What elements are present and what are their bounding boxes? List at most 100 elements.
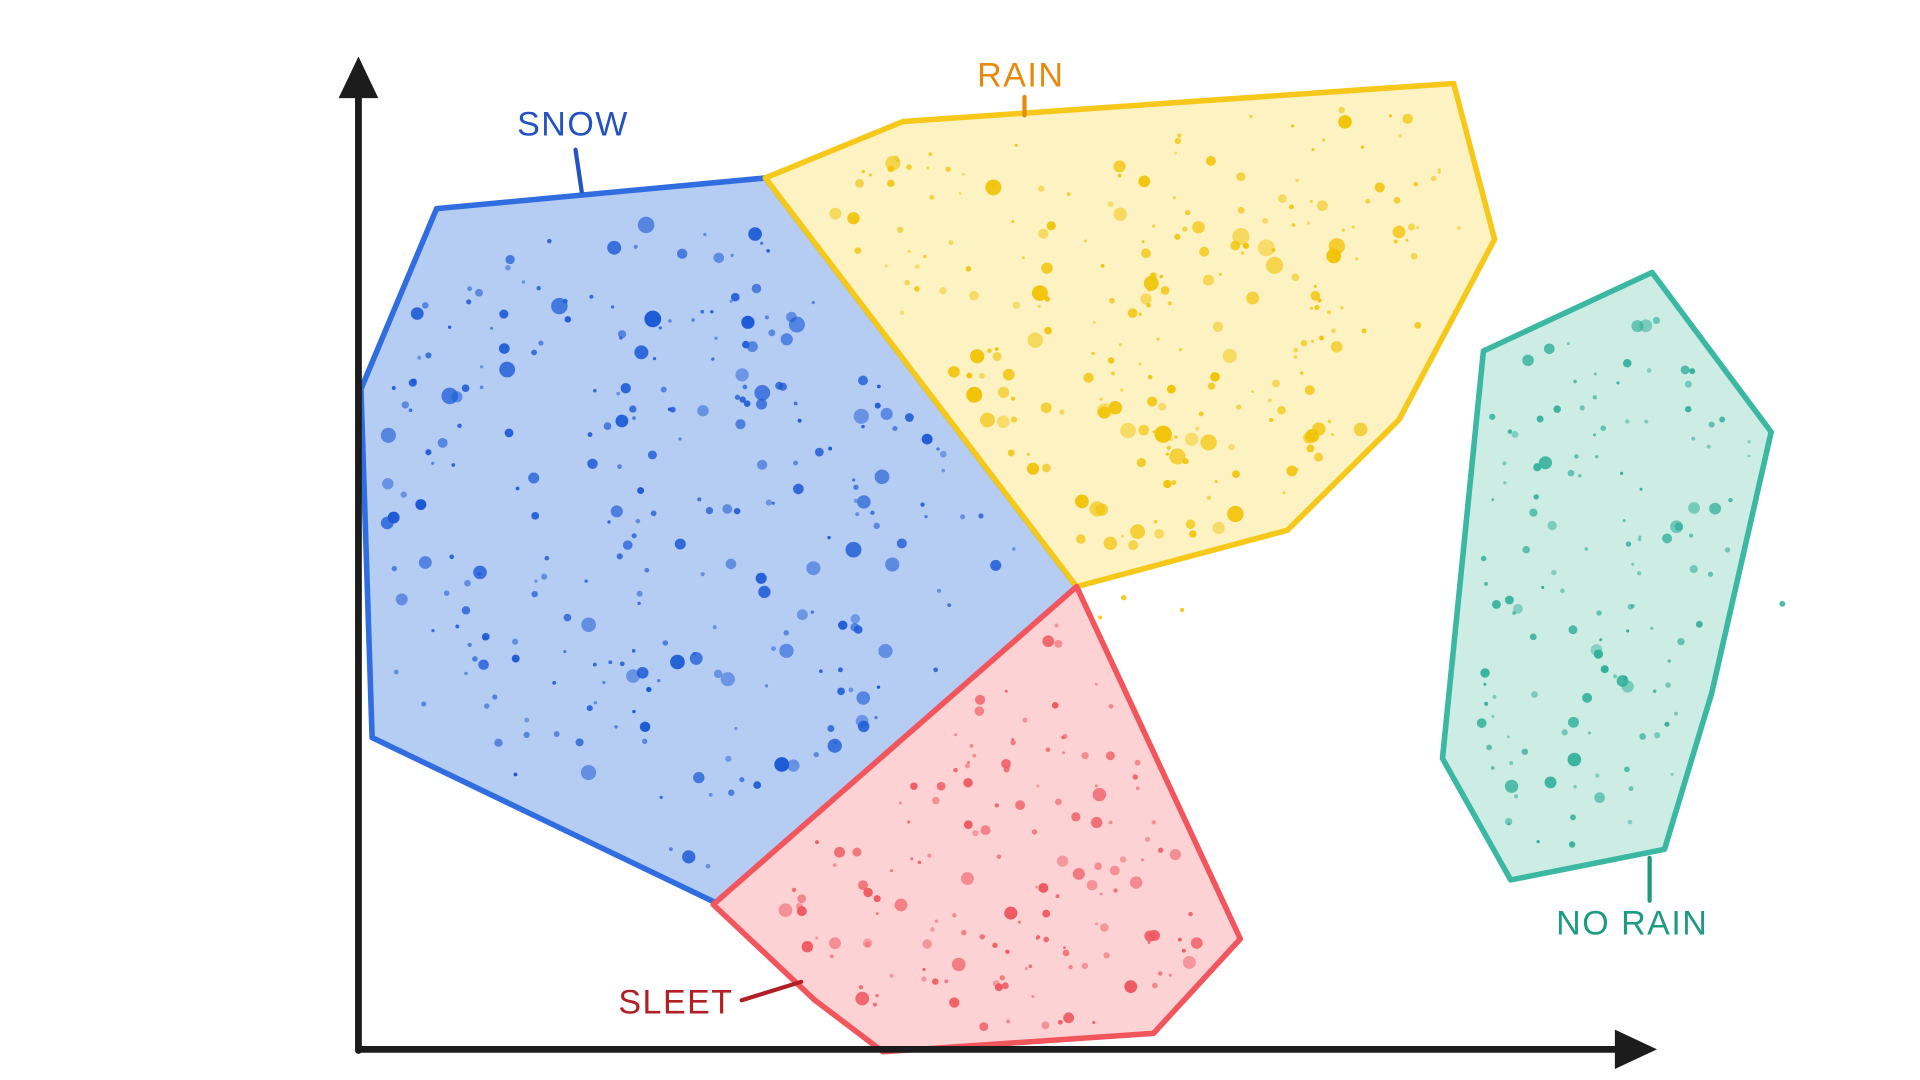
snow-point <box>753 781 762 789</box>
norain-point <box>1652 316 1661 324</box>
norain-point <box>1623 359 1632 368</box>
rain-point <box>1199 246 1210 257</box>
snow-point <box>475 288 483 297</box>
rain-point <box>1031 285 1048 301</box>
snow-point <box>848 687 854 693</box>
rain-point <box>994 347 999 351</box>
snow-point <box>765 499 772 506</box>
snow-point <box>553 731 560 737</box>
snow-point <box>960 514 966 520</box>
rain-point <box>1309 199 1313 203</box>
rain-point <box>1338 106 1345 114</box>
sleet-point <box>1042 635 1055 648</box>
snow-point <box>410 307 424 320</box>
sleet-point <box>834 846 845 858</box>
snow-point <box>391 565 397 572</box>
norain-point <box>1507 429 1513 434</box>
rain-point <box>1389 114 1392 118</box>
sleet-point <box>979 1022 989 1032</box>
norain-point <box>1561 729 1568 736</box>
snow-point <box>853 484 859 490</box>
snow-point <box>524 717 530 723</box>
rain-point <box>965 266 972 272</box>
snow-point <box>754 385 771 401</box>
snow-point <box>650 510 657 517</box>
norain-point <box>1599 638 1603 642</box>
norain-point <box>1578 474 1582 478</box>
snow-point <box>631 533 637 539</box>
snow-point <box>607 520 611 524</box>
sleet-point <box>954 733 958 737</box>
sleet-point <box>862 938 873 948</box>
snow-point <box>751 283 762 294</box>
norain-point <box>1612 674 1618 679</box>
snow-point <box>636 666 649 679</box>
sleet-point <box>1063 1012 1075 1024</box>
norain-point <box>1544 776 1557 789</box>
snow-point <box>689 652 703 665</box>
norain-point <box>1522 354 1534 367</box>
sleet-point <box>1072 867 1085 880</box>
norain-point <box>1531 691 1538 698</box>
rain-point <box>914 264 920 270</box>
snow-point <box>547 238 552 244</box>
rain-point <box>1111 371 1116 376</box>
norain-point <box>1543 343 1555 355</box>
snow-point <box>924 515 928 519</box>
rain-point <box>1317 200 1328 212</box>
snow-point <box>541 573 548 580</box>
rain-point <box>1340 306 1344 310</box>
snow-point <box>669 406 676 413</box>
snow-point <box>788 316 805 333</box>
norain-point <box>1636 571 1642 576</box>
snow-point <box>431 628 435 633</box>
snow-point <box>797 418 802 423</box>
snow-point <box>575 738 584 747</box>
rain-point <box>855 178 864 188</box>
sleet-point <box>1181 948 1186 953</box>
sleet-point <box>961 929 967 936</box>
snow-point <box>617 330 627 339</box>
snow-point <box>447 325 452 329</box>
sleet-point <box>898 801 902 805</box>
rain-point <box>1232 228 1250 245</box>
rain-point <box>1147 396 1158 407</box>
rain-point <box>1158 402 1167 411</box>
sleet-point <box>828 937 841 950</box>
rain-point <box>1268 418 1273 422</box>
rain-point <box>1230 240 1241 251</box>
snow-point <box>636 590 643 597</box>
rain-point <box>1107 201 1114 208</box>
norain-point <box>1706 444 1711 449</box>
snow-point <box>619 661 625 667</box>
snow-point <box>443 590 450 596</box>
rain-point <box>1300 339 1308 347</box>
sleet-point <box>1182 955 1196 969</box>
rain-point <box>1038 228 1049 239</box>
norain-point <box>1521 748 1529 755</box>
rain-point <box>1295 467 1299 472</box>
norain-point <box>1491 714 1495 718</box>
rain-point <box>1214 479 1218 483</box>
norain-point <box>1573 785 1577 789</box>
snow-point <box>461 606 471 615</box>
rain-point <box>1402 113 1413 125</box>
norain-point <box>1522 546 1530 554</box>
norain-point <box>1621 680 1634 693</box>
cluster-label-no-rain: NO RAIN <box>1556 904 1709 943</box>
rain-point <box>1092 320 1096 325</box>
sleet-point <box>949 997 960 1008</box>
snow-point <box>850 614 861 624</box>
rain-point <box>1140 293 1152 305</box>
rain-point <box>1146 302 1151 308</box>
rain-point <box>1118 343 1122 347</box>
snow-point <box>626 669 640 683</box>
snow-point <box>581 617 596 633</box>
sleet-point <box>1015 800 1026 810</box>
snow-point <box>466 299 472 305</box>
rain-point <box>1021 256 1025 260</box>
snow-point <box>746 341 758 353</box>
snow-point <box>622 540 633 550</box>
rain-point <box>1099 397 1103 401</box>
rain-point <box>1076 534 1086 544</box>
